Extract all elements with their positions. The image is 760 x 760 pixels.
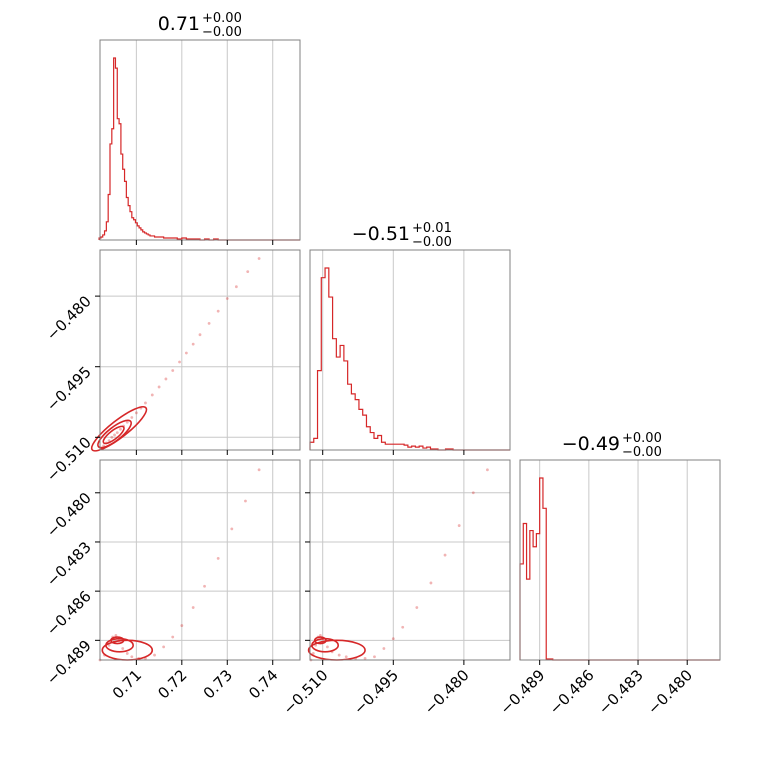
title-median-2: −0.49 [562,433,620,455]
scatter-point-1_0-20 [191,342,195,346]
scatter-point-2_1-6 [326,645,329,649]
scatter-point-2_0-19 [244,499,247,503]
scatter-point-2_1-11 [363,656,367,660]
scatter-point-2_0-13 [171,635,175,639]
scatter-point-2_0-14 [180,624,184,627]
scatter-point-1_0-15 [157,385,161,389]
title-median-1: −0.51 [352,223,410,245]
scatter-point-1_0-11 [134,411,138,415]
scatter-point-2_1-4 [318,634,322,637]
title-minus-1: −0.00 [412,235,452,250]
scatter-point-2_0-8 [130,655,134,659]
scatter-point-1_0-10 [130,416,134,419]
xtick-label-2-3: −0.480 [644,666,696,718]
ytick-label-2-3: −0.480 [43,489,95,541]
scatter-point-2_1-19 [457,524,461,527]
scatter-point-2_0-17 [216,556,220,560]
xtick-label-0-0: 0.71 [109,666,145,702]
scatter-point-1_0-5 [113,433,116,437]
scatter-point-1_0-23 [216,309,220,313]
ytick-label-2-2: −0.483 [43,538,95,590]
scatter-point-1_0-17 [171,369,175,372]
scatter-point-2_1-13 [382,647,386,650]
scatter-point-2_0-12 [162,645,166,649]
ytick-label-1-1: −0.495 [43,363,95,415]
title-minus-0: −0.00 [202,25,242,40]
ytick-label-2-0: −0.489 [43,636,95,688]
xtick-label-2-2: −0.483 [595,666,647,718]
histogram-line-2 [519,477,720,661]
scatter-point-1_0-26 [246,270,250,274]
scatter-point-1_0-6 [115,431,119,434]
xtick-label-0-2: 0.73 [200,666,236,702]
scatter-point-1_0-22 [207,322,211,325]
xtick-label-2-1: −0.486 [546,666,598,718]
hist-frame-0 [99,39,301,241]
scatter-point-1_0-16 [164,377,168,381]
title-minus-2: −0.00 [622,445,662,460]
scatter-point-2_1-20 [471,491,475,495]
title-plus-1: +0.01 [412,221,452,236]
hist-frame-2 [519,459,721,661]
xtick-label-1-0: −0.510 [280,666,332,718]
scatter-point-2_1-21 [486,468,489,472]
scatter-point-2_0-16 [203,584,206,588]
scatter-point-1_0-9 [125,420,129,424]
histogram-line-0 [98,57,300,241]
scatter-point-2_1-12 [373,655,376,659]
panel-frame-2_1 [309,459,511,661]
title-plus-2: +0.00 [622,431,662,446]
scatter-point-2_1-18 [443,553,447,557]
scatter-point-1_0-27 [257,257,261,260]
scatter-point-2_0-7 [125,652,129,655]
scatter-point-1_0-7 [119,427,122,431]
scatter-point-2_1-17 [429,581,433,585]
scatter-point-2_0-15 [191,606,195,609]
scatter-point-1_0-24 [225,297,229,300]
scatter-point-2_0-20 [257,468,261,472]
contour-1_0-2 [90,405,148,452]
scatter-point-1_0-3 [107,439,111,442]
scatter-point-2_1-15 [401,625,405,629]
scatter-point-2_1-16 [415,606,419,609]
ytick-label-1-0: −0.510 [43,433,95,485]
contour-1_0-0 [102,425,125,445]
scatter-point-2_1-14 [391,637,395,641]
scatter-point-2_1-9 [344,655,348,659]
scatter-point-2_0-4 [114,634,118,637]
scatter-point-2_0-11 [153,653,156,657]
scatter-point-2_1-1 [311,652,315,655]
xtick-label-0-1: 0.72 [154,666,190,702]
hist-frame-1 [309,249,511,451]
histogram-line-1 [309,267,510,451]
scatter-point-1_0-14 [150,393,154,397]
panel-frame-1_0 [99,249,301,451]
xtick-label-1-1: −0.495 [350,666,402,718]
ytick-label-1-2: −0.480 [43,292,95,344]
scatter-point-1_0-13 [144,401,147,405]
title-plus-0: +0.00 [202,11,242,26]
scatter-point-1_0-4 [110,435,114,439]
scatter-point-1_0-18 [178,360,181,364]
panel-frame-2_0 [99,459,301,661]
scatter-point-2_1-8 [337,653,341,657]
xtick-label-2-0: −0.489 [497,666,549,718]
ytick-label-2-1: −0.486 [43,587,95,639]
scatter-point-1_0-21 [198,333,202,337]
scatter-point-1_0-25 [234,285,238,289]
xtick-label-1-2: −0.480 [421,666,473,718]
scatter-point-2_0-18 [230,527,234,531]
xtick-label-0-3: 0.74 [245,666,281,702]
scatter-point-1_0-19 [184,351,188,355]
title-median-0: 0.71 [158,13,200,35]
scatter-point-2_0-6 [121,647,125,650]
